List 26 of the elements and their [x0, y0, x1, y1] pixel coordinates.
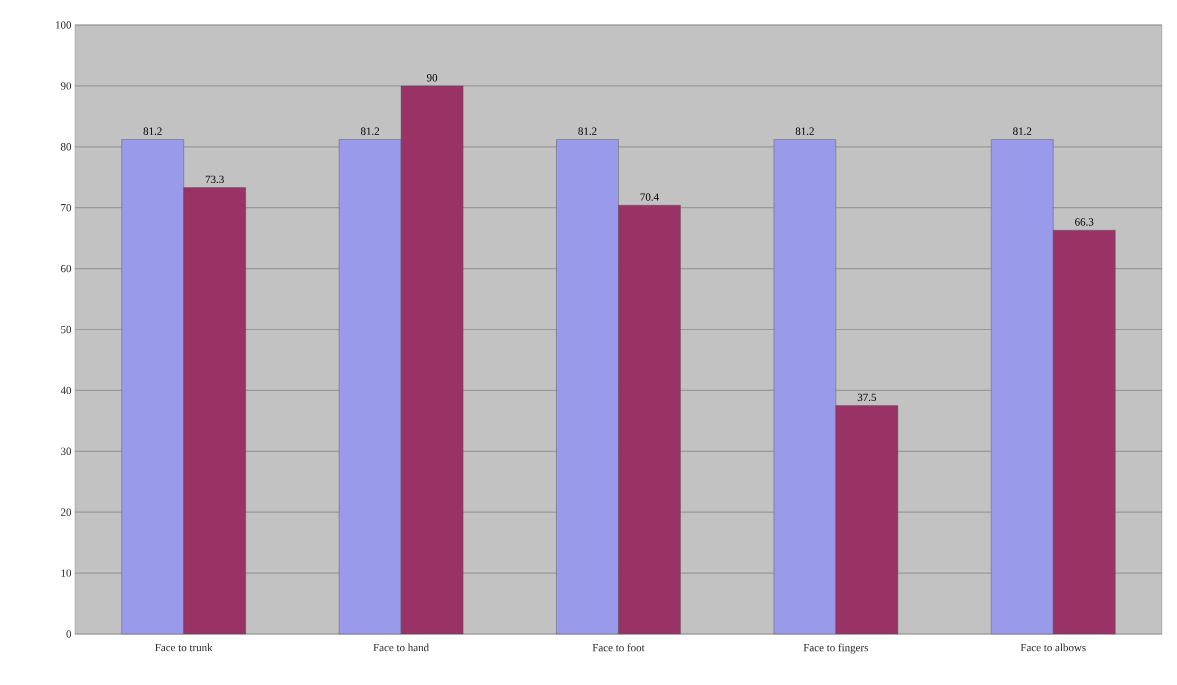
y-tick-label: 50: [61, 325, 72, 334]
y-tick-label: 60: [60, 264, 72, 273]
data-label: 81.2: [795, 127, 814, 135]
x-tick-label: Face to fingers: [803, 643, 869, 654]
y-tick-label: 40: [60, 386, 72, 395]
y-tick-label: 30: [61, 447, 72, 455]
data-label: 81.2: [360, 127, 380, 135]
data-label: 81.2: [143, 127, 162, 135]
data-label: 90: [426, 73, 438, 82]
x-tick-label: Face to trunk: [155, 643, 213, 652]
y-tick-label: 20: [61, 508, 72, 516]
y-tick-label: 0: [66, 630, 72, 638]
data-label: 81.2: [578, 127, 597, 135]
data-label: 73.3: [205, 175, 224, 184]
y-tick-label: 70: [61, 204, 72, 212]
y-tick-label: 80: [60, 143, 72, 151]
x-tick-label: Face to foot: [592, 643, 645, 652]
y-tick-label: 100: [56, 21, 72, 29]
data-label: 81.2: [1013, 127, 1032, 135]
data-label: 37.5: [857, 393, 877, 402]
x-tick-label: Face to albows: [1020, 643, 1086, 652]
data-label: 70.4: [640, 193, 659, 201]
data-label: 66.3: [1075, 218, 1094, 226]
x-tick-label: Face to hand: [373, 643, 429, 652]
y-tick-label: 10: [61, 569, 72, 577]
y-tick-label: 90: [60, 82, 72, 90]
